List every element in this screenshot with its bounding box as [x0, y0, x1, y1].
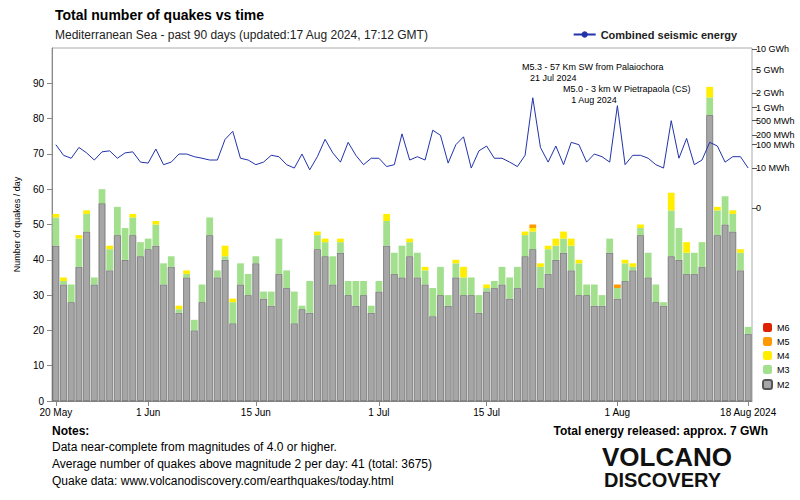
svg-text:Average number of quakes above: Average number of quakes above magnitude…: [52, 457, 432, 471]
svg-text:DISCOVERY: DISCOVERY: [604, 469, 722, 491]
svg-text:Number of quakes / day: Number of quakes / day: [12, 176, 22, 272]
svg-text:10 GWh: 10 GWh: [756, 44, 789, 54]
svg-text:VOLCANO: VOLCANO: [602, 442, 732, 472]
svg-text:Combined seismic energy: Combined seismic energy: [601, 29, 738, 41]
svg-text:5 GWh: 5 GWh: [756, 65, 784, 75]
svg-text:M5: M5: [777, 337, 790, 347]
svg-text:50: 50: [33, 219, 45, 230]
svg-text:M5.0 - 3 km W Pietrapaola (CS): M5.0 - 3 km W Pietrapaola (CS): [563, 84, 691, 94]
svg-text:Notes:: Notes:: [52, 424, 89, 438]
svg-text:15 Jun: 15 Jun: [241, 407, 271, 418]
svg-text:30: 30: [33, 290, 45, 301]
svg-text:90: 90: [33, 78, 45, 89]
svg-text:2 GWh: 2 GWh: [756, 88, 784, 98]
svg-text:10: 10: [33, 360, 45, 371]
svg-text:10 MWh: 10 MWh: [756, 163, 790, 173]
svg-text:60: 60: [33, 184, 45, 195]
svg-text:Quake data: www.volcanodiscove: Quake data: www.volcanodiscovery.com/ear…: [52, 474, 394, 488]
svg-text:200 MWh: 200 MWh: [756, 130, 795, 140]
svg-text:1 Jul: 1 Jul: [368, 407, 389, 418]
svg-text:M4: M4: [777, 351, 790, 361]
svg-text:70: 70: [33, 148, 45, 159]
svg-text:1 Jun: 1 Jun: [136, 407, 160, 418]
svg-text:20: 20: [33, 325, 45, 336]
svg-text:80: 80: [33, 113, 45, 124]
svg-text:0: 0: [38, 396, 44, 407]
svg-text:100 MWh: 100 MWh: [756, 140, 795, 150]
svg-text:1 GWh: 1 GWh: [756, 103, 784, 113]
svg-text:500 MWh: 500 MWh: [756, 116, 795, 126]
svg-text:1 Aug: 1 Aug: [605, 407, 631, 418]
svg-text:40: 40: [33, 254, 45, 265]
svg-text:M5.3 - 57 Km SW from Palaiocho: M5.3 - 57 Km SW from Palaiochora: [522, 62, 664, 72]
svg-text:21 Jul 2024: 21 Jul 2024: [530, 73, 577, 83]
svg-text:15 Jul: 15 Jul: [473, 407, 500, 418]
svg-text:18 Aug 2024: 18 Aug 2024: [720, 407, 777, 418]
svg-text:M3: M3: [777, 365, 790, 375]
svg-text:M2: M2: [777, 380, 790, 390]
svg-text:20 May: 20 May: [39, 407, 72, 418]
svg-text:0: 0: [756, 203, 761, 213]
svg-text:Total energy released: approx.: Total energy released: approx. 7 GWh: [554, 424, 769, 438]
svg-text:Data near-complete from magnit: Data near-complete from magnitudes of 4.…: [52, 440, 337, 454]
svg-text:Mediterranean Sea - past 90 da: Mediterranean Sea - past 90 days (update…: [55, 28, 428, 42]
svg-text:1 Aug 2024: 1 Aug 2024: [571, 95, 617, 105]
svg-text:M6: M6: [777, 323, 790, 333]
svg-text:Total number of quakes vs time: Total number of quakes vs time: [55, 7, 264, 23]
